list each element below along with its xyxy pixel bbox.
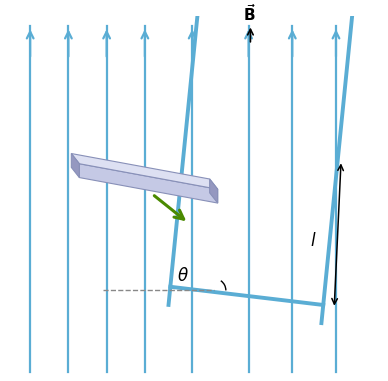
Text: $\mathbf{\vec{B}}$: $\mathbf{\vec{B}}$: [243, 3, 256, 24]
Text: θ: θ: [178, 267, 188, 285]
Polygon shape: [79, 164, 218, 203]
Polygon shape: [71, 154, 218, 189]
Text: l: l: [310, 232, 315, 250]
Polygon shape: [210, 179, 218, 203]
Polygon shape: [71, 154, 79, 178]
